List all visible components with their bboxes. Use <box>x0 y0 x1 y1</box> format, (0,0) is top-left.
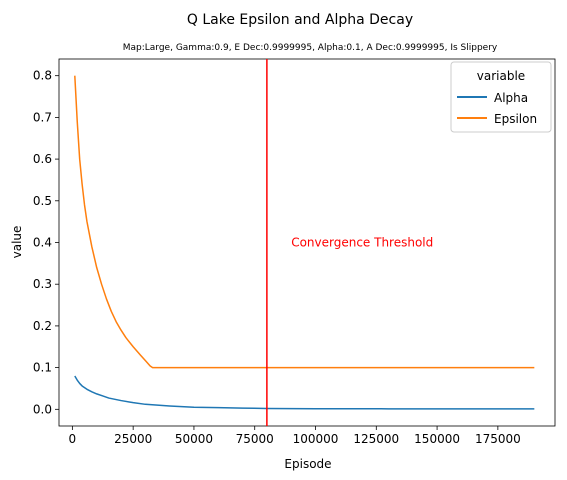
legend-label-epsilon: Epsilon <box>494 112 537 126</box>
legend-box <box>450 61 552 133</box>
axis-ticks: 0 25000 50000 75000 100000 125000 150000 175000… <box>33 69 521 446</box>
x-tick-label: 175000 <box>475 432 521 446</box>
x-tick-label: 50000 <box>175 432 213 446</box>
series-line-alpha <box>74 375 535 410</box>
y-tick-label: 0.2 <box>33 319 52 333</box>
plot-area: Convergence Threshold <box>58 58 556 427</box>
y-tick-label: 0.6 <box>33 152 52 166</box>
legend-title: variable <box>477 69 525 83</box>
x-tick-label: 100000 <box>293 432 339 446</box>
x-tick-label: 0 <box>69 432 77 446</box>
y-axis-label: value <box>10 226 24 259</box>
convergence-threshold-label: Convergence Threshold <box>291 236 433 250</box>
x-tick-label: 25000 <box>114 432 152 446</box>
x-tick-label: 150000 <box>414 432 460 446</box>
chart-title: Q Lake Epsilon and Alpha Decay <box>187 12 413 28</box>
chart-subtitle: Map:Large, Gamma:0.9, E Dec:0.9999995, A… <box>123 43 498 53</box>
y-tick-label: 0.8 <box>33 69 52 83</box>
series-line-epsilon <box>74 75 535 369</box>
y-tick-label: 0.3 <box>33 277 52 291</box>
y-tick-label: 0.4 <box>33 236 52 250</box>
legend-label-alpha: Alpha <box>494 91 528 105</box>
y-tick-label: 0.5 <box>33 194 52 208</box>
y-tick-label: 0.7 <box>33 110 52 124</box>
y-tick-label: 0.0 <box>33 402 52 416</box>
legend: variable Alpha Epsilon <box>450 61 552 133</box>
x-tick-label: 125000 <box>353 432 399 446</box>
x-tick-label: 75000 <box>236 432 274 446</box>
y-tick-label: 0.1 <box>33 361 52 375</box>
x-axis-label: Episode <box>284 457 331 471</box>
